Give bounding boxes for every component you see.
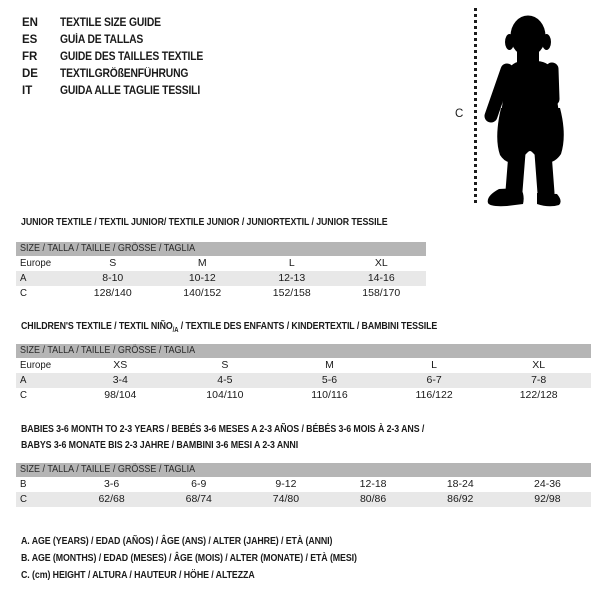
cell: L — [431, 359, 437, 371]
size-header-bar: SIZE / TALLA / TAILLE / GRÖSSE / TAGLIA — [16, 242, 426, 256]
language-header: EN TEXTILE SIZE GUIDE ES GUÍA DE TALLAS … — [22, 14, 219, 99]
language-row: EN TEXTILE SIZE GUIDE — [22, 14, 219, 31]
footnote-b: B. AGE (MONTHS) / EDAD (MESES) / ÂGE (MO… — [21, 552, 357, 564]
footnotes: A. AGE (YEARS) / EDAD (AÑOS) / ÂGE (ANS)… — [21, 533, 421, 584]
cell: 14-16 — [367, 272, 395, 284]
baby-silhouette-icon — [484, 15, 564, 207]
cell: XS — [113, 359, 128, 371]
language-code: EN — [22, 16, 38, 29]
cell: 6-9 — [191, 478, 207, 490]
row-label: C — [20, 287, 27, 299]
table-row: C 62/68 68/74 74/80 80/86 86/92 92/98 — [16, 492, 591, 507]
language-title: GUÍA DE TALLAS — [60, 33, 144, 46]
title-subscript: /A — [172, 327, 179, 335]
cell: 116/122 — [415, 389, 453, 401]
cell: M — [325, 359, 334, 371]
cell: 110/116 — [311, 389, 348, 401]
cell: 12-18 — [359, 478, 387, 490]
row-label: C — [20, 389, 27, 401]
cell: XL — [374, 257, 388, 269]
language-code: FR — [22, 50, 38, 63]
cell: 92/98 — [534, 493, 561, 505]
cell: 4-5 — [217, 374, 233, 386]
cell: 128/140 — [93, 287, 132, 299]
cell: 8-10 — [102, 272, 124, 284]
row-label: C — [20, 493, 27, 505]
footnote-c: C. (cm) HEIGHT / ALTURA / HAUTEUR / HÖHE… — [21, 569, 255, 581]
cell: 24-36 — [534, 478, 561, 490]
cell: 86/92 — [447, 493, 474, 505]
row-label: Europe — [20, 257, 52, 269]
height-measure-dashed-line — [474, 8, 477, 206]
cell: 152/158 — [272, 287, 311, 299]
size-header-bar: SIZE / TALLA / TAILLE / GRÖSSE / TAGLIA — [16, 344, 591, 358]
cell: M — [197, 257, 207, 269]
cell: 74/80 — [272, 493, 300, 505]
cell: 62/68 — [98, 493, 125, 505]
table-row: Europe XS S M L XL — [16, 358, 591, 373]
cell: 3-4 — [112, 374, 128, 386]
junior-size-table: SIZE / TALLA / TAILLE / GRÖSSE / TAGLIA … — [16, 242, 426, 301]
cell: 12-13 — [278, 272, 306, 284]
row-label: A — [20, 374, 27, 386]
language-row: ES GUÍA DE TALLAS — [22, 31, 219, 48]
height-measure-label: C — [455, 108, 464, 120]
language-title: GUIDA ALLE TAGLIE TESSILI — [60, 84, 201, 97]
cell: 10-12 — [188, 272, 216, 284]
cell: 98/104 — [104, 389, 137, 401]
row-label: B — [20, 478, 27, 490]
children-section-title: CHILDREN'S TEXTILE / TEXTIL NIÑO/A / TEX… — [21, 320, 438, 335]
language-title: TEXTILE SIZE GUIDE — [60, 16, 161, 29]
babies-size-table: SIZE / TALLA / TAILLE / GRÖSSE / TAGLIA … — [16, 463, 591, 507]
row-label: Europe — [20, 359, 52, 371]
cell: 6-7 — [426, 374, 442, 386]
cell: 3-6 — [103, 478, 120, 490]
cell: 18-24 — [446, 478, 474, 490]
table-row: C 128/140 140/152 152/158 158/170 — [16, 286, 426, 301]
table-row: C 98/104 104/110 110/116 116/122 122/128 — [16, 388, 591, 403]
cell: 80/86 — [359, 493, 387, 505]
cell: 9-12 — [275, 478, 297, 490]
language-code: IT — [22, 84, 33, 97]
language-title: GUIDE DES TAILLES TEXTILE — [60, 50, 204, 63]
footnote-a: A. AGE (YEARS) / EDAD (AÑOS) / ÂGE (ANS)… — [21, 535, 333, 547]
cell: S — [109, 257, 117, 269]
table-row: B 3-6 6-9 9-12 12-18 18-24 24-36 — [16, 477, 591, 492]
babies-section-title-line1: BABIES 3-6 MONTH TO 2-3 YEARS / BEBÉS 3-… — [21, 423, 425, 435]
cell: 68/74 — [185, 493, 212, 505]
cell: 122/128 — [519, 389, 558, 401]
table-row: Europe S M L XL — [16, 256, 426, 271]
row-label: A — [20, 272, 27, 284]
language-row: IT GUIDA ALLE TAGLIE TESSILI — [22, 82, 219, 99]
cell: XL — [532, 359, 546, 371]
cell: 7-8 — [531, 374, 547, 386]
language-row: FR GUIDE DES TAILLES TEXTILE — [22, 48, 219, 65]
cell: 104/110 — [206, 389, 244, 401]
cell: 5-6 — [321, 374, 338, 386]
table-row: A 8-10 10-12 12-13 14-16 — [16, 271, 426, 286]
size-header-bar: SIZE / TALLA / TAILLE / GRÖSSE / TAGLIA — [16, 463, 591, 477]
table-row: A 3-4 4-5 5-6 6-7 7-8 — [16, 373, 591, 388]
junior-section-title: JUNIOR TEXTILE / TEXTIL JUNIOR/ TEXTILE … — [21, 216, 388, 228]
language-code: ES — [22, 33, 38, 46]
cell: 140/152 — [183, 287, 222, 299]
language-title: TEXTILGRÖßENFÜHRUNG — [60, 67, 189, 80]
language-code: DE — [22, 67, 38, 80]
cell: 158/170 — [362, 287, 401, 299]
cell: L — [288, 257, 295, 269]
language-row: DE TEXTILGRÖßENFÜHRUNG — [22, 65, 219, 82]
children-size-table: SIZE / TALLA / TAILLE / GRÖSSE / TAGLIA … — [16, 344, 591, 403]
babies-section-title-line2: BABYS 3-6 MONATE BIS 2-3 JAHRE / BAMBINI… — [21, 439, 299, 451]
cell: S — [221, 359, 229, 371]
